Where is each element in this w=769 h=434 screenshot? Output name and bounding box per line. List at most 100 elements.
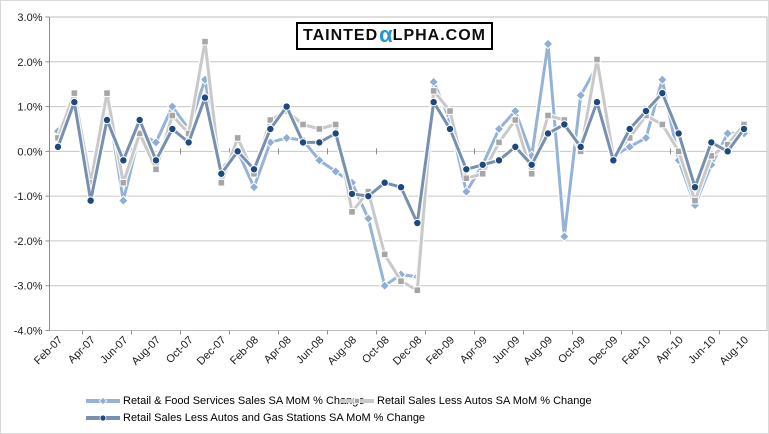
square-marker <box>331 120 340 129</box>
circle-marker <box>331 129 340 138</box>
y-axis-label: -4.0% <box>14 326 43 338</box>
diamond-marker <box>330 166 342 177</box>
series-halo <box>55 38 747 293</box>
square-marker <box>119 178 128 187</box>
diamond-marker <box>509 105 521 117</box>
diamond-marker <box>640 132 652 144</box>
square-marker <box>168 111 177 120</box>
square-marker <box>201 37 209 46</box>
logo-text-left: TAINTED <box>303 27 379 44</box>
circle-marker <box>396 182 406 192</box>
circle-marker <box>86 196 95 205</box>
square-marker <box>299 120 307 129</box>
legend-item-retail-food-services: Retail & Food Services Sales SA MoM % Ch… <box>85 395 365 407</box>
circle-marker <box>543 129 553 138</box>
square-marker <box>103 89 111 97</box>
circle-marker <box>364 191 373 201</box>
square-marker <box>380 250 389 259</box>
legend-label: Retail Sales Less Autos SA MoM % Change <box>377 395 592 407</box>
diamond-marker <box>117 195 129 206</box>
legend-key-circle <box>86 414 120 422</box>
x-axis-label: Dec-09 <box>587 334 621 368</box>
circle-marker <box>249 165 259 174</box>
circle-marker <box>135 115 144 125</box>
square-marker <box>593 55 601 64</box>
circle-marker <box>380 178 389 187</box>
circle-marker <box>119 156 128 165</box>
tainted-alpha-logo: TAINTED α LPHA.COM <box>296 22 493 50</box>
x-axis-label: Aug-09 <box>522 334 556 368</box>
diamond-marker <box>493 123 505 135</box>
circle-marker <box>102 115 112 125</box>
legend-circle-marker <box>99 414 107 422</box>
diamond-marker <box>542 38 554 50</box>
y-axis-label: -1.0% <box>14 191 43 203</box>
series-halo <box>55 41 744 289</box>
plot-area: 3.0%2.0%1.0%0.0%-1.0%-2.0%-3.0%-4.0%Feb-… <box>14 12 768 368</box>
circle-marker <box>658 88 667 98</box>
x-axis-label: Apr-09 <box>458 334 490 366</box>
x-axis-label: Oct-08 <box>360 334 392 366</box>
x-axis-label: Jun-07 <box>98 334 130 366</box>
y-axis-label: 3.0% <box>17 12 42 24</box>
circle-marker <box>674 129 683 138</box>
circle-marker <box>70 97 79 107</box>
series-line <box>56 42 744 288</box>
square-marker <box>70 89 79 97</box>
legend-item-less-autos-gas: Retail Sales Less Autos and Gas Stations… <box>85 412 425 424</box>
square-marker <box>462 174 471 183</box>
circle-marker <box>494 156 504 165</box>
x-axis-label: Aug-10 <box>718 334 752 368</box>
legend-key-square <box>340 398 374 404</box>
square-marker <box>217 178 226 187</box>
x-axis-label: Oct-09 <box>556 334 588 366</box>
diamond-marker <box>150 137 162 148</box>
circle-marker <box>641 106 651 116</box>
circle-marker <box>233 147 242 156</box>
series-line <box>56 40 746 292</box>
x-axis-label: Apr-07 <box>66 334 98 366</box>
legend-square-marker <box>353 398 360 404</box>
circle-marker <box>609 156 618 165</box>
legend-key-diamond <box>86 396 120 406</box>
x-axis-label: Feb-10 <box>620 334 653 367</box>
y-axis-label: 1.0% <box>17 102 42 114</box>
circle-marker <box>168 124 177 134</box>
square-marker <box>397 277 405 286</box>
circle-marker <box>217 169 226 178</box>
diamond-marker <box>379 280 391 292</box>
series-1 <box>54 37 748 294</box>
circle-marker <box>462 165 471 174</box>
x-axis-label: Feb-07 <box>32 334 65 367</box>
y-axis-label: -3.0% <box>14 281 43 293</box>
x-axis-label: Oct-07 <box>164 334 196 366</box>
circle-marker <box>707 138 716 147</box>
circle-marker <box>429 97 438 107</box>
circle-marker <box>739 124 749 134</box>
x-axis-label: Dec-07 <box>195 334 229 368</box>
circle-marker <box>625 124 634 134</box>
circle-marker <box>511 142 520 152</box>
circle-marker <box>266 124 275 134</box>
circle-marker <box>151 156 161 165</box>
circle-marker <box>576 142 585 152</box>
x-axis-label: Feb-08 <box>228 334 261 367</box>
diamond-marker <box>656 74 668 86</box>
legend-label: Retail & Food Services Sales SA MoM % Ch… <box>123 395 365 407</box>
x-axis-label: Aug-07 <box>130 334 164 368</box>
circle-marker <box>298 138 308 147</box>
x-axis-label: Feb-09 <box>424 334 457 367</box>
diamond-marker <box>575 90 587 101</box>
x-axis-label: Dec-08 <box>391 334 425 368</box>
circle-marker <box>282 102 291 111</box>
circle-marker <box>347 189 357 199</box>
square-marker <box>544 111 552 120</box>
square-marker <box>152 165 160 174</box>
circle-marker <box>690 182 700 192</box>
legend-label: Retail Sales Less Autos and Gas Stations… <box>123 412 426 424</box>
square-marker <box>691 196 699 205</box>
diamond-marker <box>722 128 734 139</box>
y-axis-label: 0.0% <box>17 146 42 158</box>
circle-marker <box>560 120 569 129</box>
diamond-marker <box>558 231 570 242</box>
